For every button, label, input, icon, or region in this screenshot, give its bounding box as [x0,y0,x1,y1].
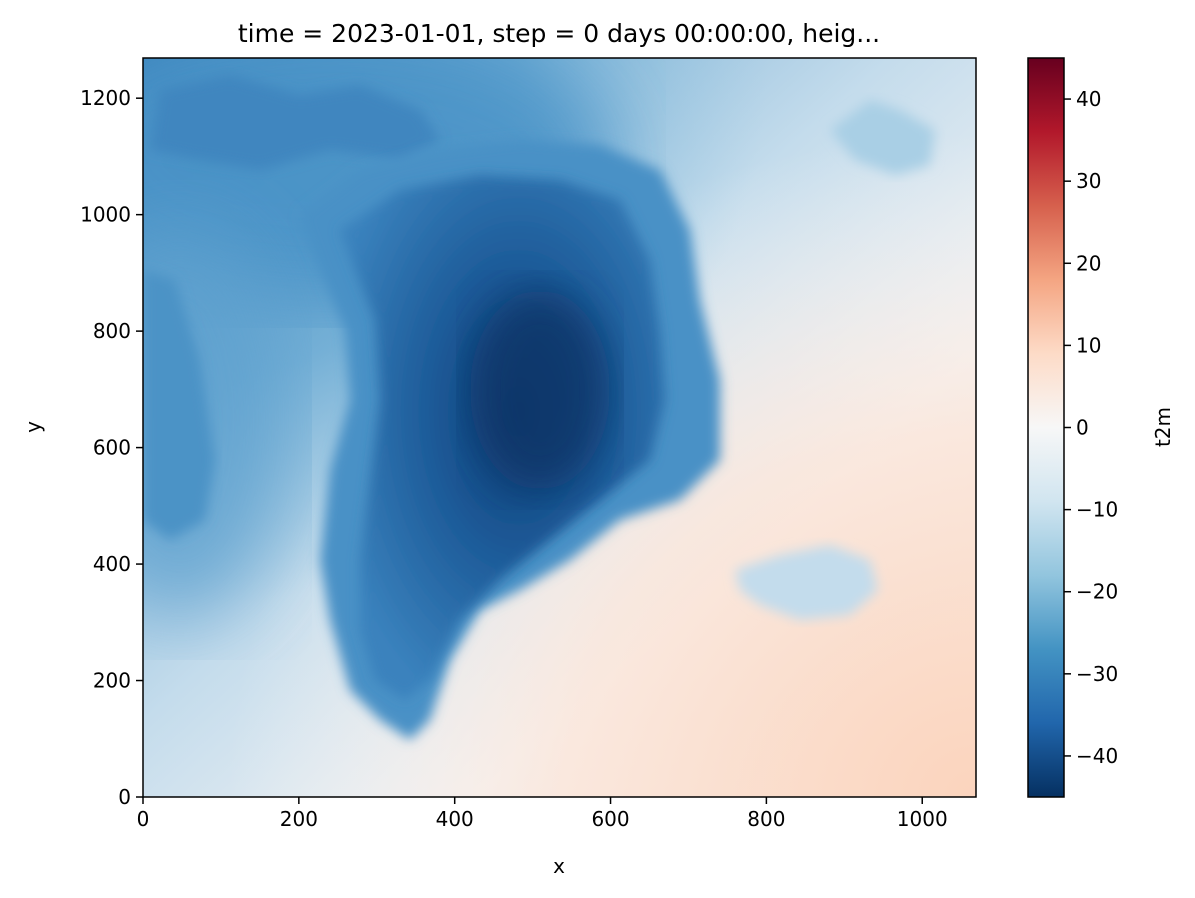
colorbar-ticks: 40 30 20 10 0 −10 −20 −30 −40 [1064,87,1118,768]
colorbar-tick-label: −40 [1076,744,1118,768]
heatmap-image [143,58,976,797]
x-tick-label: 1000 [897,807,948,831]
colorbar-tick-label: −20 [1076,580,1118,604]
x-tick-label: 200 [280,807,318,831]
y-tick-label: 200 [93,669,131,693]
axes-frame [142,57,977,798]
chart-title: time = 2023-01-01, step = 0 days 00:00:0… [238,19,880,48]
y-tick-label: 1000 [80,203,131,227]
baffin-region [143,270,215,540]
iceland [735,545,878,620]
y-axis: 0 200 400 600 800 1000 1200 [80,86,143,809]
x-tick-label: 600 [591,807,629,831]
y-tick-label: 600 [93,436,131,460]
colorbar-tick-label: 20 [1076,251,1101,275]
colorbar-tick-label: 40 [1076,87,1101,111]
colorbar-tick-label: 10 [1076,333,1101,357]
x-tick-label: 800 [747,807,785,831]
colorbar-label: t2m [1151,407,1175,447]
x-axis: 0 200 400 600 800 1000 [137,797,948,831]
x-tick-label: 400 [436,807,474,831]
y-tick-label: 1200 [80,86,131,110]
colorbar [1028,58,1064,797]
y-tick-label: 0 [118,785,131,809]
y-tick-label: 400 [93,552,131,576]
y-tick-label: 800 [93,319,131,343]
x-tick-label: 0 [137,807,150,831]
y-axis-label: y [21,421,45,433]
colorbar-tick-label: −10 [1076,498,1118,522]
colorbar-tick-label: 30 [1076,169,1101,193]
colorbar-tick-label: 0 [1076,416,1089,440]
svalbard [830,100,935,175]
ellesmere-region [150,75,440,170]
x-axis-label: x [553,854,565,878]
colorbar-tick-label: −30 [1076,662,1118,686]
